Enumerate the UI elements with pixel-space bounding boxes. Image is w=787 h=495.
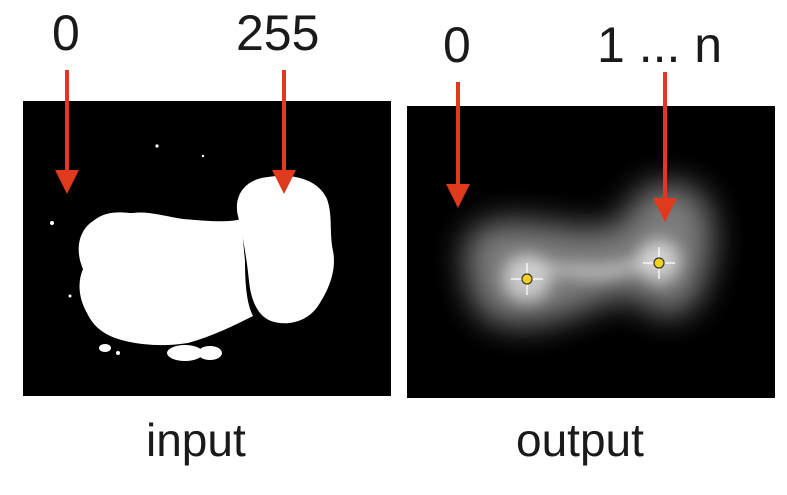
input-background-value-label: 0 xyxy=(52,5,80,61)
input-binary-mask xyxy=(23,101,391,396)
input-foreground-shape xyxy=(50,144,334,361)
output-background-value-label: 0 xyxy=(443,17,471,73)
input-caption: input xyxy=(146,414,246,466)
input-image-panel xyxy=(23,101,391,396)
output-caption: output xyxy=(516,414,644,466)
maximum-marker-right xyxy=(653,257,665,269)
maximum-marker-left xyxy=(521,273,533,285)
output-distance-map xyxy=(407,106,775,398)
input-foreground-value-label: 255 xyxy=(236,5,320,61)
output-image-panel xyxy=(407,106,775,398)
output-range-value-label: 1 ... n xyxy=(597,17,723,73)
